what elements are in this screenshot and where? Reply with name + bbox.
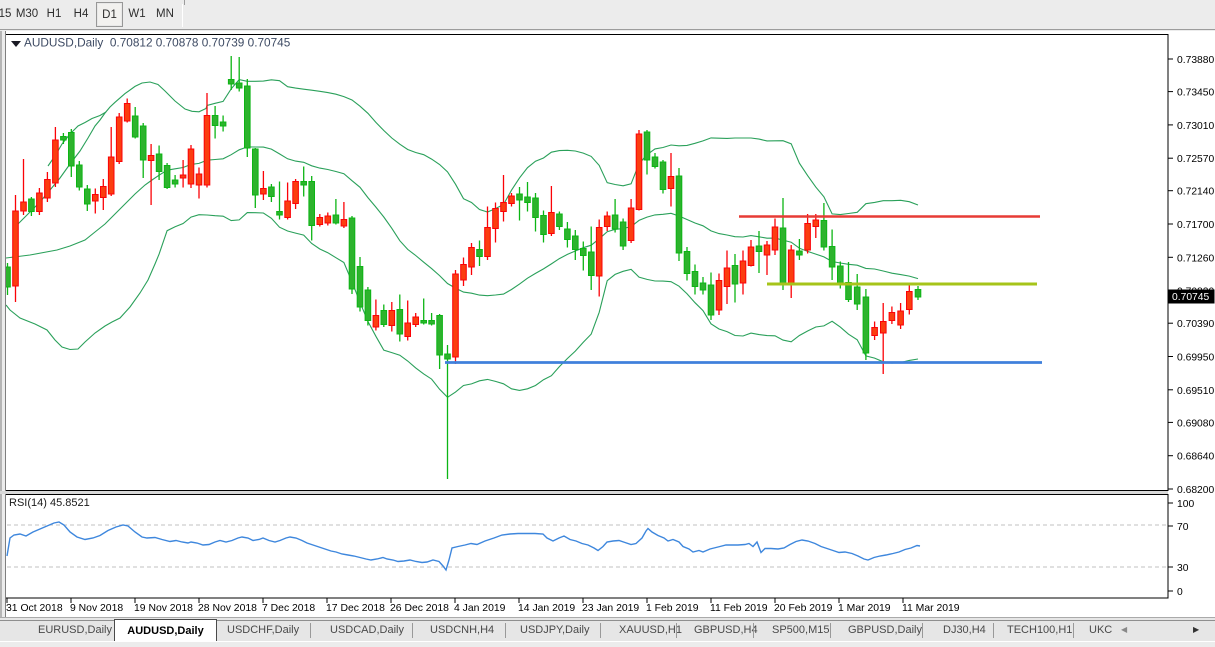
svg-text:0.73880: 0.73880 — [1177, 55, 1214, 66]
svg-text:28 Nov 2018: 28 Nov 2018 — [198, 603, 257, 614]
svg-text:AUDUSD,Daily 0.70812 0.70878: AUDUSD,Daily 0.70812 0.70878 0.70739 0.7… — [24, 36, 291, 50]
svg-text:31 Oct 2018: 31 Oct 2018 — [6, 603, 63, 614]
svg-text:7 Dec 2018: 7 Dec 2018 — [262, 603, 315, 614]
svg-text:0.70390: 0.70390 — [1177, 319, 1214, 330]
svg-text:0.72570: 0.72570 — [1177, 154, 1214, 165]
svg-text:1 Feb 2019: 1 Feb 2019 — [646, 603, 699, 614]
svg-text:20 Feb 2019: 20 Feb 2019 — [774, 603, 833, 614]
svg-text:19 Nov 2018: 19 Nov 2018 — [134, 603, 193, 614]
svg-text:0.71700: 0.71700 — [1177, 220, 1214, 231]
svg-text:0.69080: 0.69080 — [1177, 418, 1214, 429]
svg-text:17 Dec 2018: 17 Dec 2018 — [326, 603, 385, 614]
svg-text:0.71260: 0.71260 — [1177, 253, 1214, 264]
svg-text:11 Feb 2019: 11 Feb 2019 — [710, 603, 768, 614]
svg-text:4 Jan 2019: 4 Jan 2019 — [454, 603, 506, 614]
svg-text:0: 0 — [1177, 587, 1183, 598]
svg-text:30: 30 — [1177, 563, 1189, 574]
svg-text:100: 100 — [1177, 499, 1194, 510]
svg-text:0.68200: 0.68200 — [1177, 485, 1214, 496]
svg-text:0.69950: 0.69950 — [1177, 353, 1214, 364]
svg-text:0.73450: 0.73450 — [1177, 88, 1214, 99]
svg-text:0.68640: 0.68640 — [1177, 452, 1214, 463]
svg-text:0.69510: 0.69510 — [1177, 386, 1214, 397]
svg-text:1 Mar 2019: 1 Mar 2019 — [838, 603, 891, 614]
svg-text:9 Nov 2018: 9 Nov 2018 — [70, 603, 123, 614]
svg-text:0.73010: 0.73010 — [1177, 121, 1214, 132]
svg-text:26 Dec 2018: 26 Dec 2018 — [390, 603, 449, 614]
svg-text:23 Jan 2019: 23 Jan 2019 — [582, 603, 639, 614]
svg-text:0.72140: 0.72140 — [1177, 187, 1214, 198]
svg-text:70: 70 — [1177, 522, 1189, 533]
svg-text:RSI(14) 45.8521: RSI(14) 45.8521 — [9, 497, 90, 509]
svg-text:11 Mar 2019: 11 Mar 2019 — [902, 603, 960, 614]
svg-text:0.70745: 0.70745 — [1172, 292, 1209, 303]
svg-text:14 Jan 2019: 14 Jan 2019 — [518, 603, 575, 614]
